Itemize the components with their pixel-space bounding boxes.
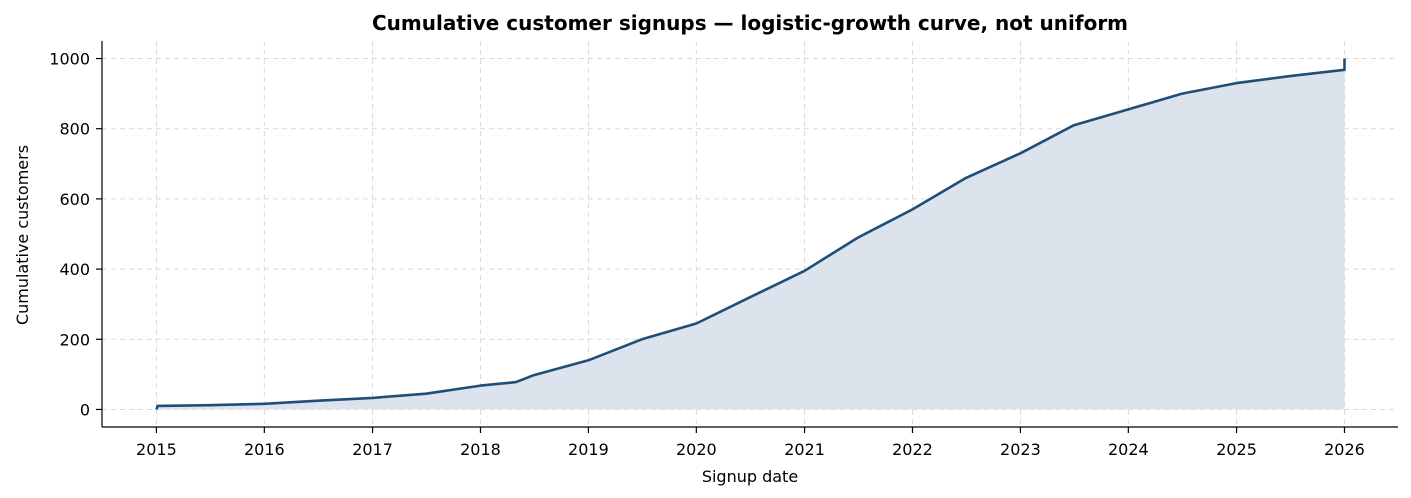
x-tick-label: 2024 <box>1108 440 1149 459</box>
x-axis-label: Signup date <box>702 467 798 486</box>
chart-title: Cumulative customer signups — logistic-g… <box>372 11 1128 35</box>
x-tick-label: 2017 <box>352 440 393 459</box>
y-tick-label: 600 <box>59 190 90 209</box>
y-ticks: 0 200 400 600 800 1000 <box>49 50 102 419</box>
x-tick-label: 2020 <box>676 440 717 459</box>
y-tick-label: 200 <box>59 330 90 349</box>
series-line <box>155 58 1346 410</box>
x-tick-label: 2025 <box>1216 440 1257 459</box>
y-tick-label: 0 <box>80 400 90 419</box>
x-tick-label: 2015 <box>136 440 177 459</box>
x-tick-label: 2018 <box>460 440 501 459</box>
y-axis-label: Cumulative customers <box>13 145 32 325</box>
x-tick-label: 2021 <box>784 440 825 459</box>
y-tick-label: 400 <box>59 260 90 279</box>
x-tick-label: 2019 <box>568 440 609 459</box>
x-tick-label: 2026 <box>1324 440 1365 459</box>
y-tick-label: 1000 <box>49 50 90 69</box>
x-tick-label: 2016 <box>244 440 285 459</box>
x-tick-label: 2022 <box>892 440 933 459</box>
area-fill <box>156 58 1345 410</box>
x-ticks: 2015 2016 2017 2018 2019 2020 2021 2022 2023 2024… <box>136 427 1365 459</box>
y-tick-label: 800 <box>59 120 90 139</box>
x-tick-label: 2023 <box>1000 440 1041 459</box>
axes <box>101 41 1398 428</box>
